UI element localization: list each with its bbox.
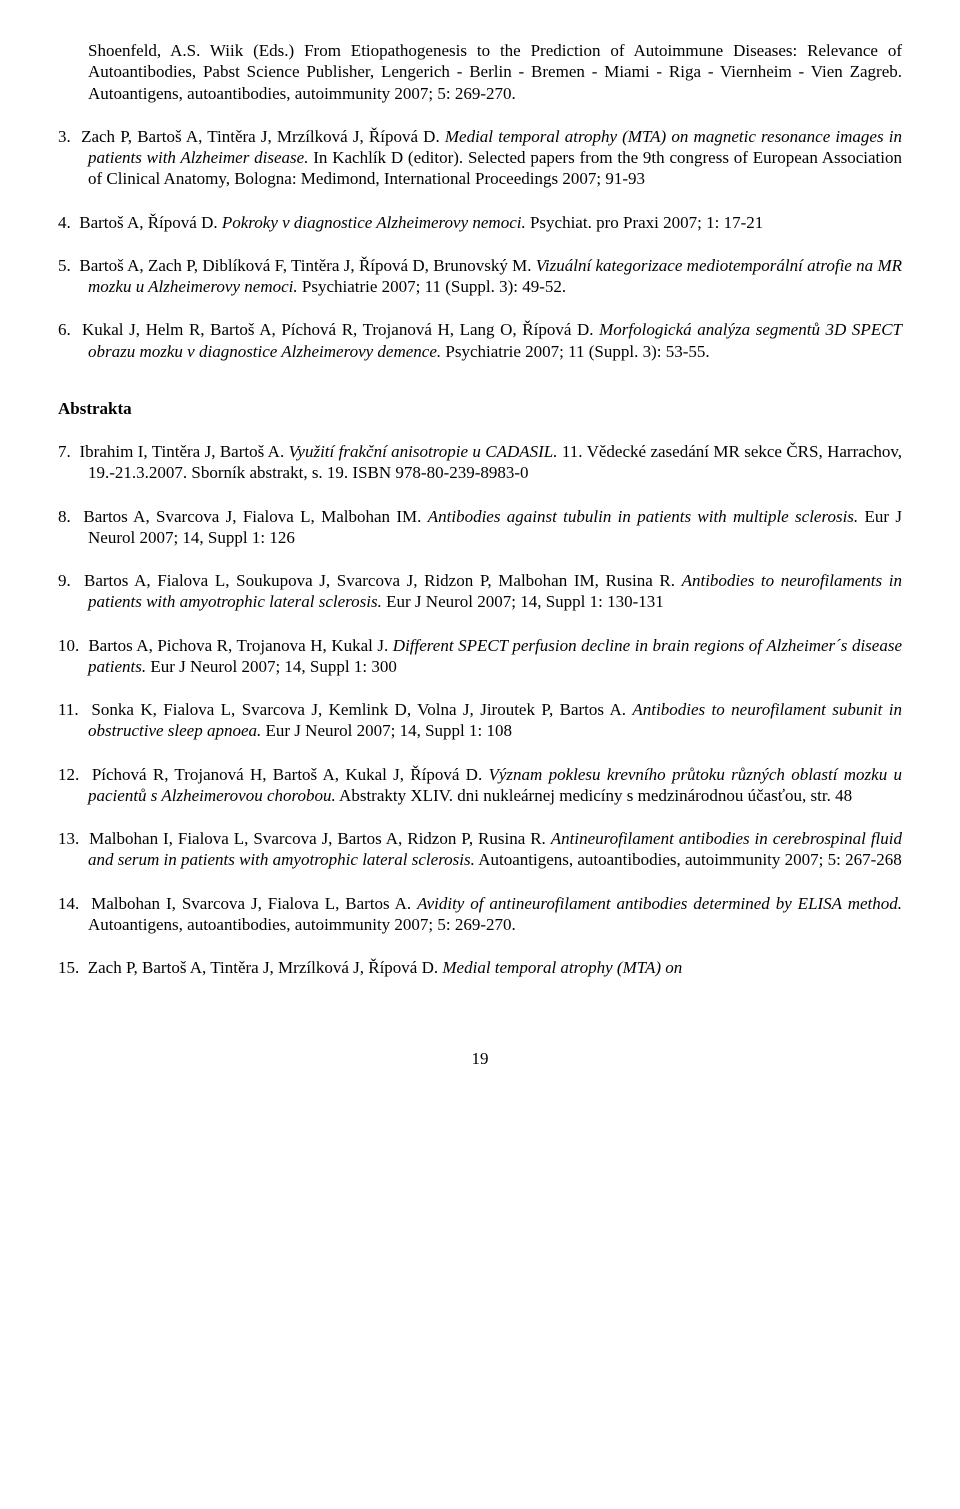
- reference-item: 7. Ibrahim I, Tintěra J, Bartoš A. Využi…: [58, 441, 902, 484]
- reference-item: 15. Zach P, Bartoš A, Tintěra J, Mrzílko…: [58, 957, 902, 978]
- reference-item: 4. Bartoš A, Řípová D. Pokroky v diagnos…: [58, 212, 902, 233]
- reference-continuation: Shoenfeld, A.S. Wiik (Eds.) From Etiopat…: [58, 40, 902, 104]
- reference-item: 14. Malbohan I, Svarcova J, Fialova L, B…: [58, 893, 902, 936]
- reference-item: 9. Bartos A, Fialova L, Soukupova J, Sva…: [58, 570, 902, 613]
- section-heading-abstrakta: Abstrakta: [58, 398, 902, 419]
- reference-item: 13. Malbohan I, Fialova L, Svarcova J, B…: [58, 828, 902, 871]
- reference-item: 8. Bartos A, Svarcova J, Fialova L, Malb…: [58, 506, 902, 549]
- reference-item: 10. Bartos A, Pichova R, Trojanova H, Ku…: [58, 635, 902, 678]
- page-number: 19: [58, 1048, 902, 1069]
- reference-item: 12. Píchová R, Trojanová H, Bartoš A, Ku…: [58, 764, 902, 807]
- reference-item: 6. Kukal J, Helm R, Bartoš A, Píchová R,…: [58, 319, 902, 362]
- reference-item: 5. Bartoš A, Zach P, Diblíková F, Tintěr…: [58, 255, 902, 298]
- reference-item: 3. Zach P, Bartoš A, Tintěra J, Mrzílkov…: [58, 126, 902, 190]
- reference-item: 11. Sonka K, Fialova L, Svarcova J, Keml…: [58, 699, 902, 742]
